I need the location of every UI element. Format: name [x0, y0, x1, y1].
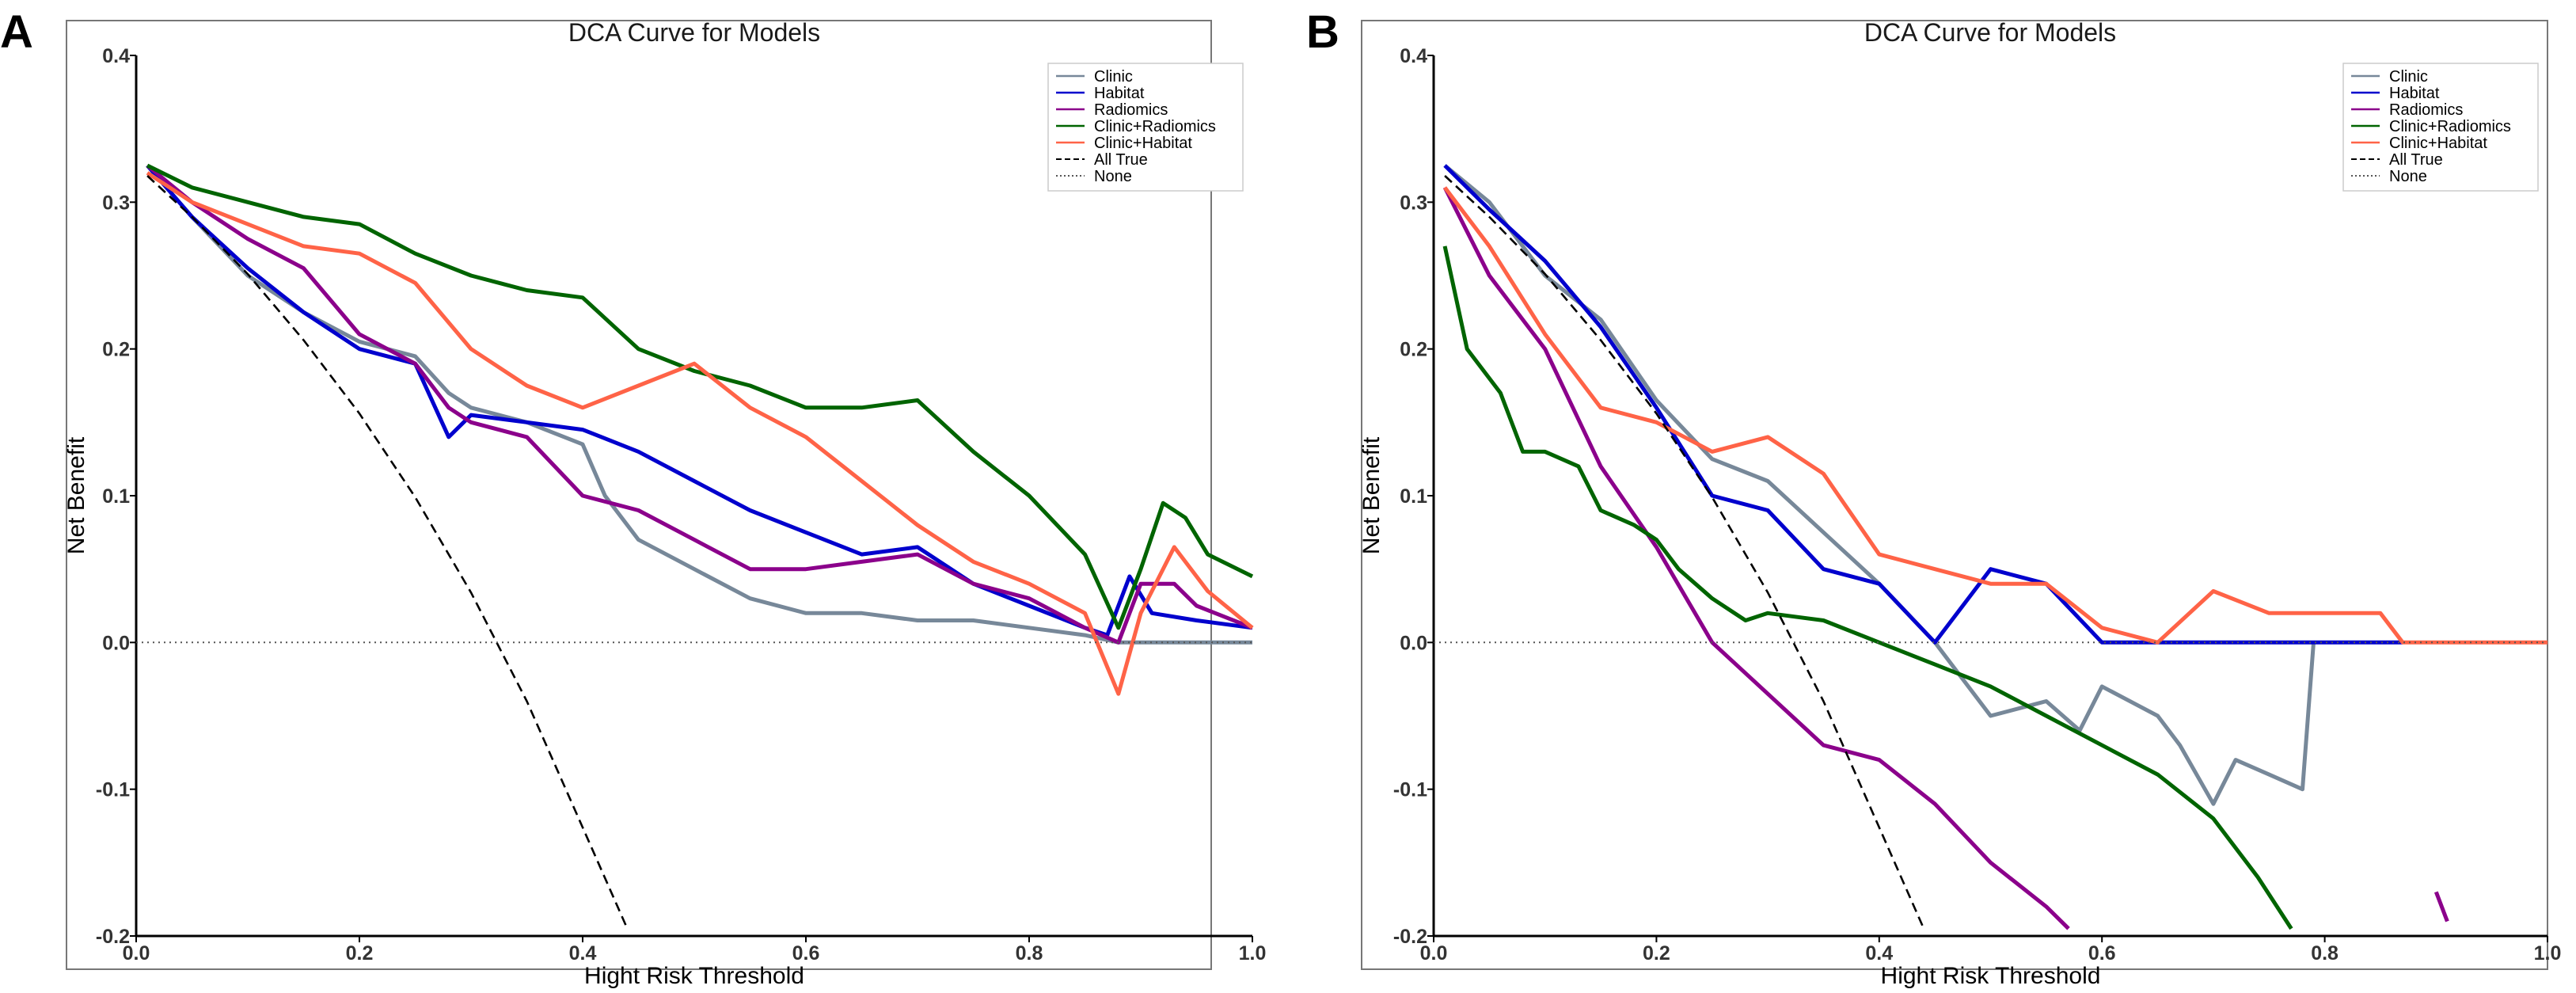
series-line-all-true [146, 175, 629, 930]
y-tick-label: 0.4 [1400, 45, 1427, 67]
x-tick-label: 0.6 [792, 942, 820, 964]
chart-title: DCA Curve for Models [568, 18, 820, 47]
legend: ClinicHabitatRadiomicsClinic+RadiomicsCl… [2342, 63, 2539, 192]
x-tick-label: 1.0 [1239, 942, 1267, 964]
legend: ClinicHabitatRadiomicsClinic+RadiomicsCl… [1047, 63, 1244, 192]
y-tick-label: 0.4 [102, 45, 130, 67]
y-tick-label: 0.3 [1400, 192, 1427, 214]
x-tick-label: 0.2 [1643, 942, 1670, 964]
series-line-habitat [146, 164, 1253, 637]
x-axis-label: Hight Risk Threshold [584, 963, 804, 989]
y-tick-label: -0.1 [1393, 779, 1427, 801]
series-line-radiomics [146, 164, 1253, 645]
chart-title: DCA Curve for Models [1864, 18, 2116, 47]
panel-label: B [1306, 6, 1339, 58]
y-tick-label: 0.1 [1400, 485, 1427, 508]
chart-panel-b: B DCA Curve for Models 0.0 0.2 0.4 0.6 0.8 1.0 -… [1306, 6, 2561, 989]
series-line-clinic-habitat [1443, 186, 2548, 645]
legend-label: Clinic [1094, 68, 1133, 86]
y-tick-label: 0.3 [102, 192, 130, 214]
x-tick-label: 0.0 [123, 942, 150, 964]
y-tick-label: 0.0 [102, 632, 130, 654]
x-tick-label: 0.0 [1420, 942, 1448, 964]
legend-label: Clinic+Radiomics [2389, 118, 2511, 135]
chart-panel-a: A DCA Curve for Models 0.0 0.2 0.4 0.6 0.8 1.0 -… [0, 6, 1266, 989]
legend-label: None [2389, 168, 2427, 185]
panel-label: A [0, 6, 33, 58]
series-line-clinic-radiomics [1442, 245, 2293, 930]
series-line-all-true [1444, 175, 1925, 930]
legend-label: All True [1094, 151, 1148, 169]
legend-label: Habitat [2389, 85, 2440, 102]
legend-label: Habitat [1094, 85, 1145, 102]
legend-label: None [1094, 168, 1132, 185]
legend-label: Radiomics [2389, 101, 2463, 119]
series-line-radiomics-high-threshold [2434, 891, 2449, 923]
panel-frame [1361, 20, 2548, 970]
x-tick-label: 0.2 [346, 942, 374, 964]
legend-label: Clinic+Habitat [2389, 135, 2487, 152]
x-tick-label: 0.4 [1865, 942, 1893, 964]
y-tick-label: 0.2 [102, 339, 130, 361]
legend-label: Radiomics [1094, 101, 1168, 119]
legend-box [1047, 63, 1244, 192]
y-axis-label: Net Benefit [63, 436, 89, 554]
series-line-clinic [146, 164, 1252, 645]
y-tick-label: -0.2 [96, 926, 130, 948]
y-tick-label: 0.2 [1400, 339, 1427, 361]
legend-label: All True [2389, 151, 2443, 169]
x-tick-label: 0.6 [2088, 942, 2116, 964]
series-line-radiomics [1442, 186, 2070, 930]
y-axis-label: Net Benefit [1358, 436, 1385, 554]
x-tick-label: 0.4 [569, 942, 597, 964]
x-tick-label: 0.8 [2311, 942, 2339, 964]
series-line-clinic-habitat [146, 171, 1254, 696]
x-tick-label: 0.8 [1016, 942, 1043, 964]
panel-frame [66, 20, 1212, 970]
y-tick-label: -0.2 [1393, 926, 1427, 948]
series-line-habitat [1443, 164, 2403, 645]
series-line-clinic [1443, 164, 2316, 806]
legend-box [2342, 63, 2539, 192]
legend-label: Clinic+Habitat [1094, 135, 1192, 152]
y-tick-label: 0.0 [1400, 632, 1427, 654]
y-tick-label: 0.1 [102, 485, 130, 508]
y-tick-label: -0.1 [96, 779, 130, 801]
x-tick-label: 1.0 [2534, 942, 2562, 964]
x-axis-label: Hight Risk Threshold [1881, 963, 2101, 989]
legend-label: Clinic [2389, 68, 2428, 86]
legend-label: Clinic+Radiomics [1094, 118, 1216, 135]
series-line-clinic-radiomics [146, 163, 1254, 630]
